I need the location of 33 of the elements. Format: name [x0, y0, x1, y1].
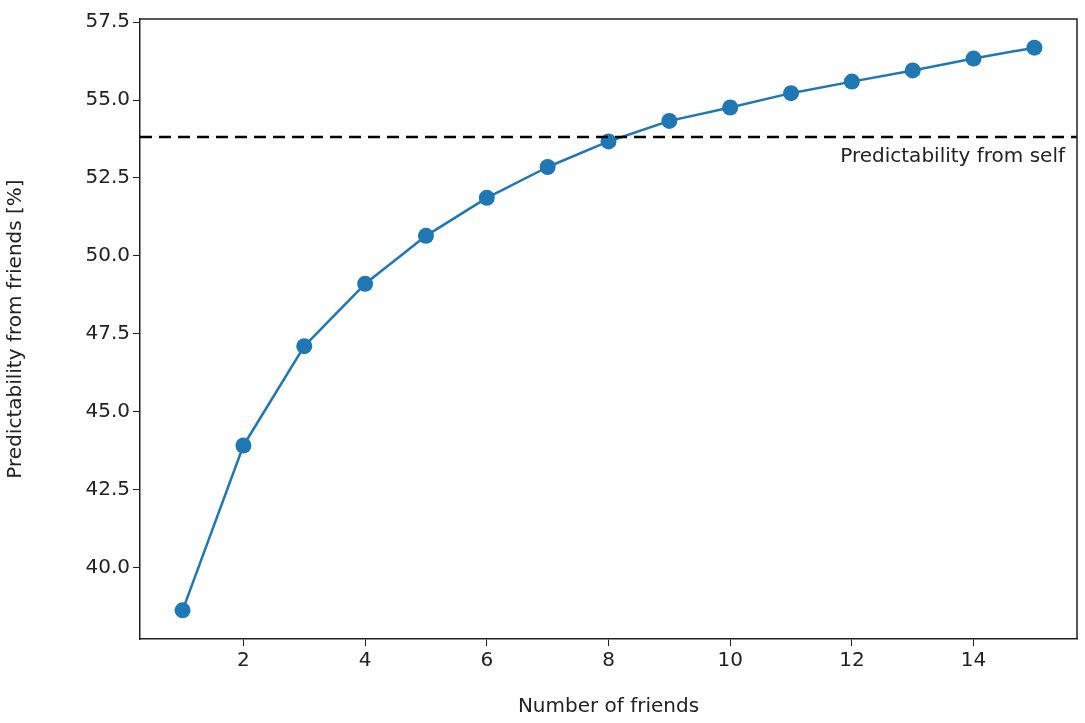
point	[235, 437, 252, 454]
point	[357, 275, 374, 292]
y-tick-label: 52.5	[85, 164, 130, 189]
y-axis-title: Predictability from friends [%]	[2, 179, 27, 479]
point	[539, 158, 556, 175]
y-tick-label: 50.0	[85, 241, 130, 266]
x-tick-label: 2	[237, 647, 250, 672]
x-tick-label: 10	[717, 647, 743, 672]
point	[296, 338, 313, 355]
y-tick-label: 42.5	[85, 475, 130, 500]
ref-line-label: Predictability from self	[840, 143, 1066, 168]
y-tick-label: 47.5	[85, 319, 130, 344]
x-tick-label: 6	[480, 647, 494, 672]
y-tick-label: 55.0	[85, 86, 130, 111]
x-tick-label: 14	[960, 647, 987, 672]
point	[174, 602, 191, 619]
x-axis-title: Number of friends	[517, 693, 700, 718]
point	[478, 189, 495, 206]
y-tick-label: 45.0	[85, 397, 130, 422]
x-tick-label: 8	[602, 647, 615, 672]
point	[722, 99, 739, 116]
y-tick-label: 40.0	[85, 553, 130, 578]
y-tick-label: 57.5	[85, 8, 130, 33]
point	[417, 227, 434, 244]
x-tick-label: 4	[358, 647, 372, 672]
point	[783, 85, 800, 102]
point	[965, 50, 982, 67]
point	[843, 73, 860, 90]
point	[600, 133, 617, 150]
point	[1026, 39, 1043, 56]
point	[661, 112, 678, 129]
x-tick-label: 12	[839, 647, 865, 672]
point	[904, 62, 921, 79]
